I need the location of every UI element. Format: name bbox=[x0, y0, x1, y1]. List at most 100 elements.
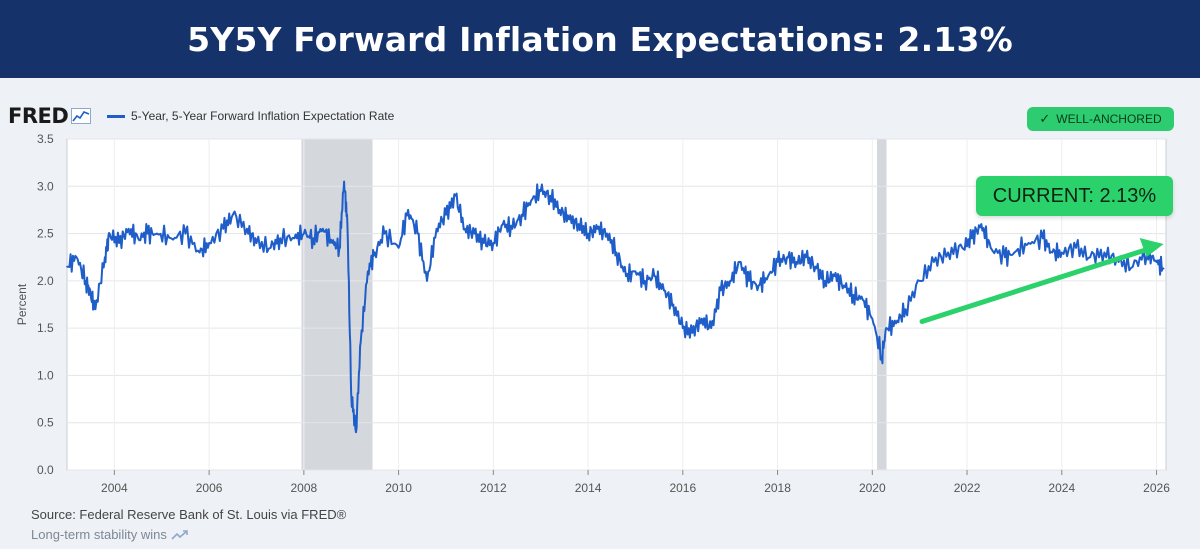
data-point bbox=[757, 284, 760, 287]
data-point bbox=[303, 232, 305, 235]
data-point bbox=[383, 232, 386, 235]
well-anchored-badge: ✓ WELL-ANCHORED bbox=[1027, 107, 1174, 131]
data-point bbox=[568, 218, 570, 221]
data-point bbox=[473, 232, 476, 235]
data-point bbox=[483, 242, 485, 244]
data-point bbox=[885, 327, 888, 329]
y-tick-label: 0.5 bbox=[37, 416, 54, 430]
tagline-text: Long-term stability wins bbox=[31, 527, 167, 542]
data-point bbox=[682, 327, 684, 329]
data-point bbox=[331, 242, 334, 244]
y-tick-label: 2.0 bbox=[37, 274, 54, 288]
data-point bbox=[454, 194, 457, 197]
x-tick-label: 2008 bbox=[291, 481, 318, 495]
data-point bbox=[824, 280, 826, 282]
x-tick-label: 2024 bbox=[1048, 481, 1075, 495]
data-point bbox=[700, 317, 703, 320]
data-point bbox=[653, 275, 656, 277]
data-point bbox=[606, 232, 608, 235]
data-point bbox=[208, 242, 210, 244]
trend-arrow-head bbox=[1139, 237, 1164, 257]
legend-swatch bbox=[107, 114, 125, 118]
x-tick-label: 2020 bbox=[859, 481, 886, 495]
page-title: 5Y5Y Forward Inflation Expectations: 2.1… bbox=[187, 19, 1013, 59]
data-point bbox=[520, 213, 523, 216]
data-point bbox=[738, 261, 741, 263]
data-point bbox=[146, 232, 149, 235]
trend-arrow-shaft bbox=[919, 246, 1152, 325]
line-chart-icon bbox=[71, 108, 92, 124]
trend-up-icon bbox=[171, 529, 188, 540]
data-point bbox=[85, 280, 87, 282]
data-point bbox=[397, 246, 400, 249]
x-tick-label: 2006 bbox=[196, 481, 223, 495]
data-point bbox=[127, 228, 130, 230]
data-point bbox=[880, 355, 883, 358]
check-icon: ✓ bbox=[1039, 111, 1051, 126]
data-point bbox=[862, 298, 864, 301]
data-point bbox=[346, 223, 349, 225]
data-point bbox=[269, 246, 272, 249]
data-point bbox=[426, 280, 428, 282]
data-point bbox=[710, 327, 713, 329]
data-point bbox=[170, 237, 173, 240]
recession-band bbox=[301, 139, 373, 470]
data-point bbox=[279, 237, 281, 240]
source-note: Source: Federal Reserve Bank of St. Loui… bbox=[31, 507, 347, 522]
data-point bbox=[852, 294, 855, 296]
data-point bbox=[970, 237, 973, 240]
y-tick-label: 0.0 bbox=[37, 463, 54, 477]
badge-label: WELL-ANCHORED bbox=[1056, 112, 1162, 126]
data-point bbox=[359, 341, 362, 344]
fred-logo: FRED bbox=[8, 104, 92, 128]
y-tick-label: 3.0 bbox=[37, 179, 54, 193]
data-point bbox=[355, 431, 357, 433]
data-point bbox=[904, 308, 907, 311]
data-point bbox=[895, 322, 897, 325]
data-point bbox=[918, 280, 921, 282]
data-point bbox=[293, 237, 296, 240]
title-banner: 5Y5Y Forward Inflation Expectations: 2.1… bbox=[0, 0, 1200, 78]
data-point bbox=[644, 280, 646, 282]
data-point bbox=[94, 308, 97, 311]
x-tick-label: 2012 bbox=[480, 481, 507, 495]
data-point bbox=[748, 280, 750, 282]
data-point bbox=[691, 332, 694, 334]
data-point bbox=[767, 275, 769, 277]
data-point bbox=[222, 228, 225, 230]
data-point bbox=[786, 256, 788, 259]
data-point bbox=[198, 251, 201, 254]
data-point bbox=[1146, 251, 1148, 254]
data-point bbox=[1060, 251, 1063, 254]
data-point bbox=[137, 237, 139, 240]
data-point bbox=[1042, 237, 1044, 240]
data-point bbox=[558, 209, 561, 211]
data-point bbox=[795, 261, 798, 263]
data-point bbox=[933, 261, 935, 263]
data-point bbox=[374, 251, 376, 254]
data-point bbox=[1155, 261, 1158, 263]
y-tick-label: 2.5 bbox=[37, 227, 54, 241]
data-point bbox=[184, 232, 187, 235]
data-point bbox=[435, 228, 438, 230]
fred-logo-text: FRED bbox=[8, 104, 69, 128]
data-point bbox=[89, 294, 92, 296]
chart-legend: 5-Year, 5-Year Forward Inflation Expecta… bbox=[107, 109, 394, 123]
data-point bbox=[1027, 242, 1030, 244]
data-point bbox=[980, 223, 983, 225]
data-point bbox=[350, 393, 353, 396]
x-tick-label: 2022 bbox=[954, 481, 981, 495]
data-point bbox=[539, 190, 542, 192]
data-point bbox=[805, 256, 807, 259]
tagline: Long-term stability wins bbox=[31, 527, 189, 542]
data-point bbox=[156, 232, 158, 235]
data-point bbox=[255, 242, 258, 244]
data-point bbox=[625, 275, 627, 277]
x-tick-label: 2004 bbox=[101, 481, 128, 495]
data-point bbox=[1162, 267, 1165, 270]
data-point bbox=[502, 223, 504, 225]
data-point bbox=[511, 228, 514, 230]
data-point bbox=[961, 246, 964, 249]
current-value-callout: CURRENT: 2.13% bbox=[976, 176, 1173, 216]
